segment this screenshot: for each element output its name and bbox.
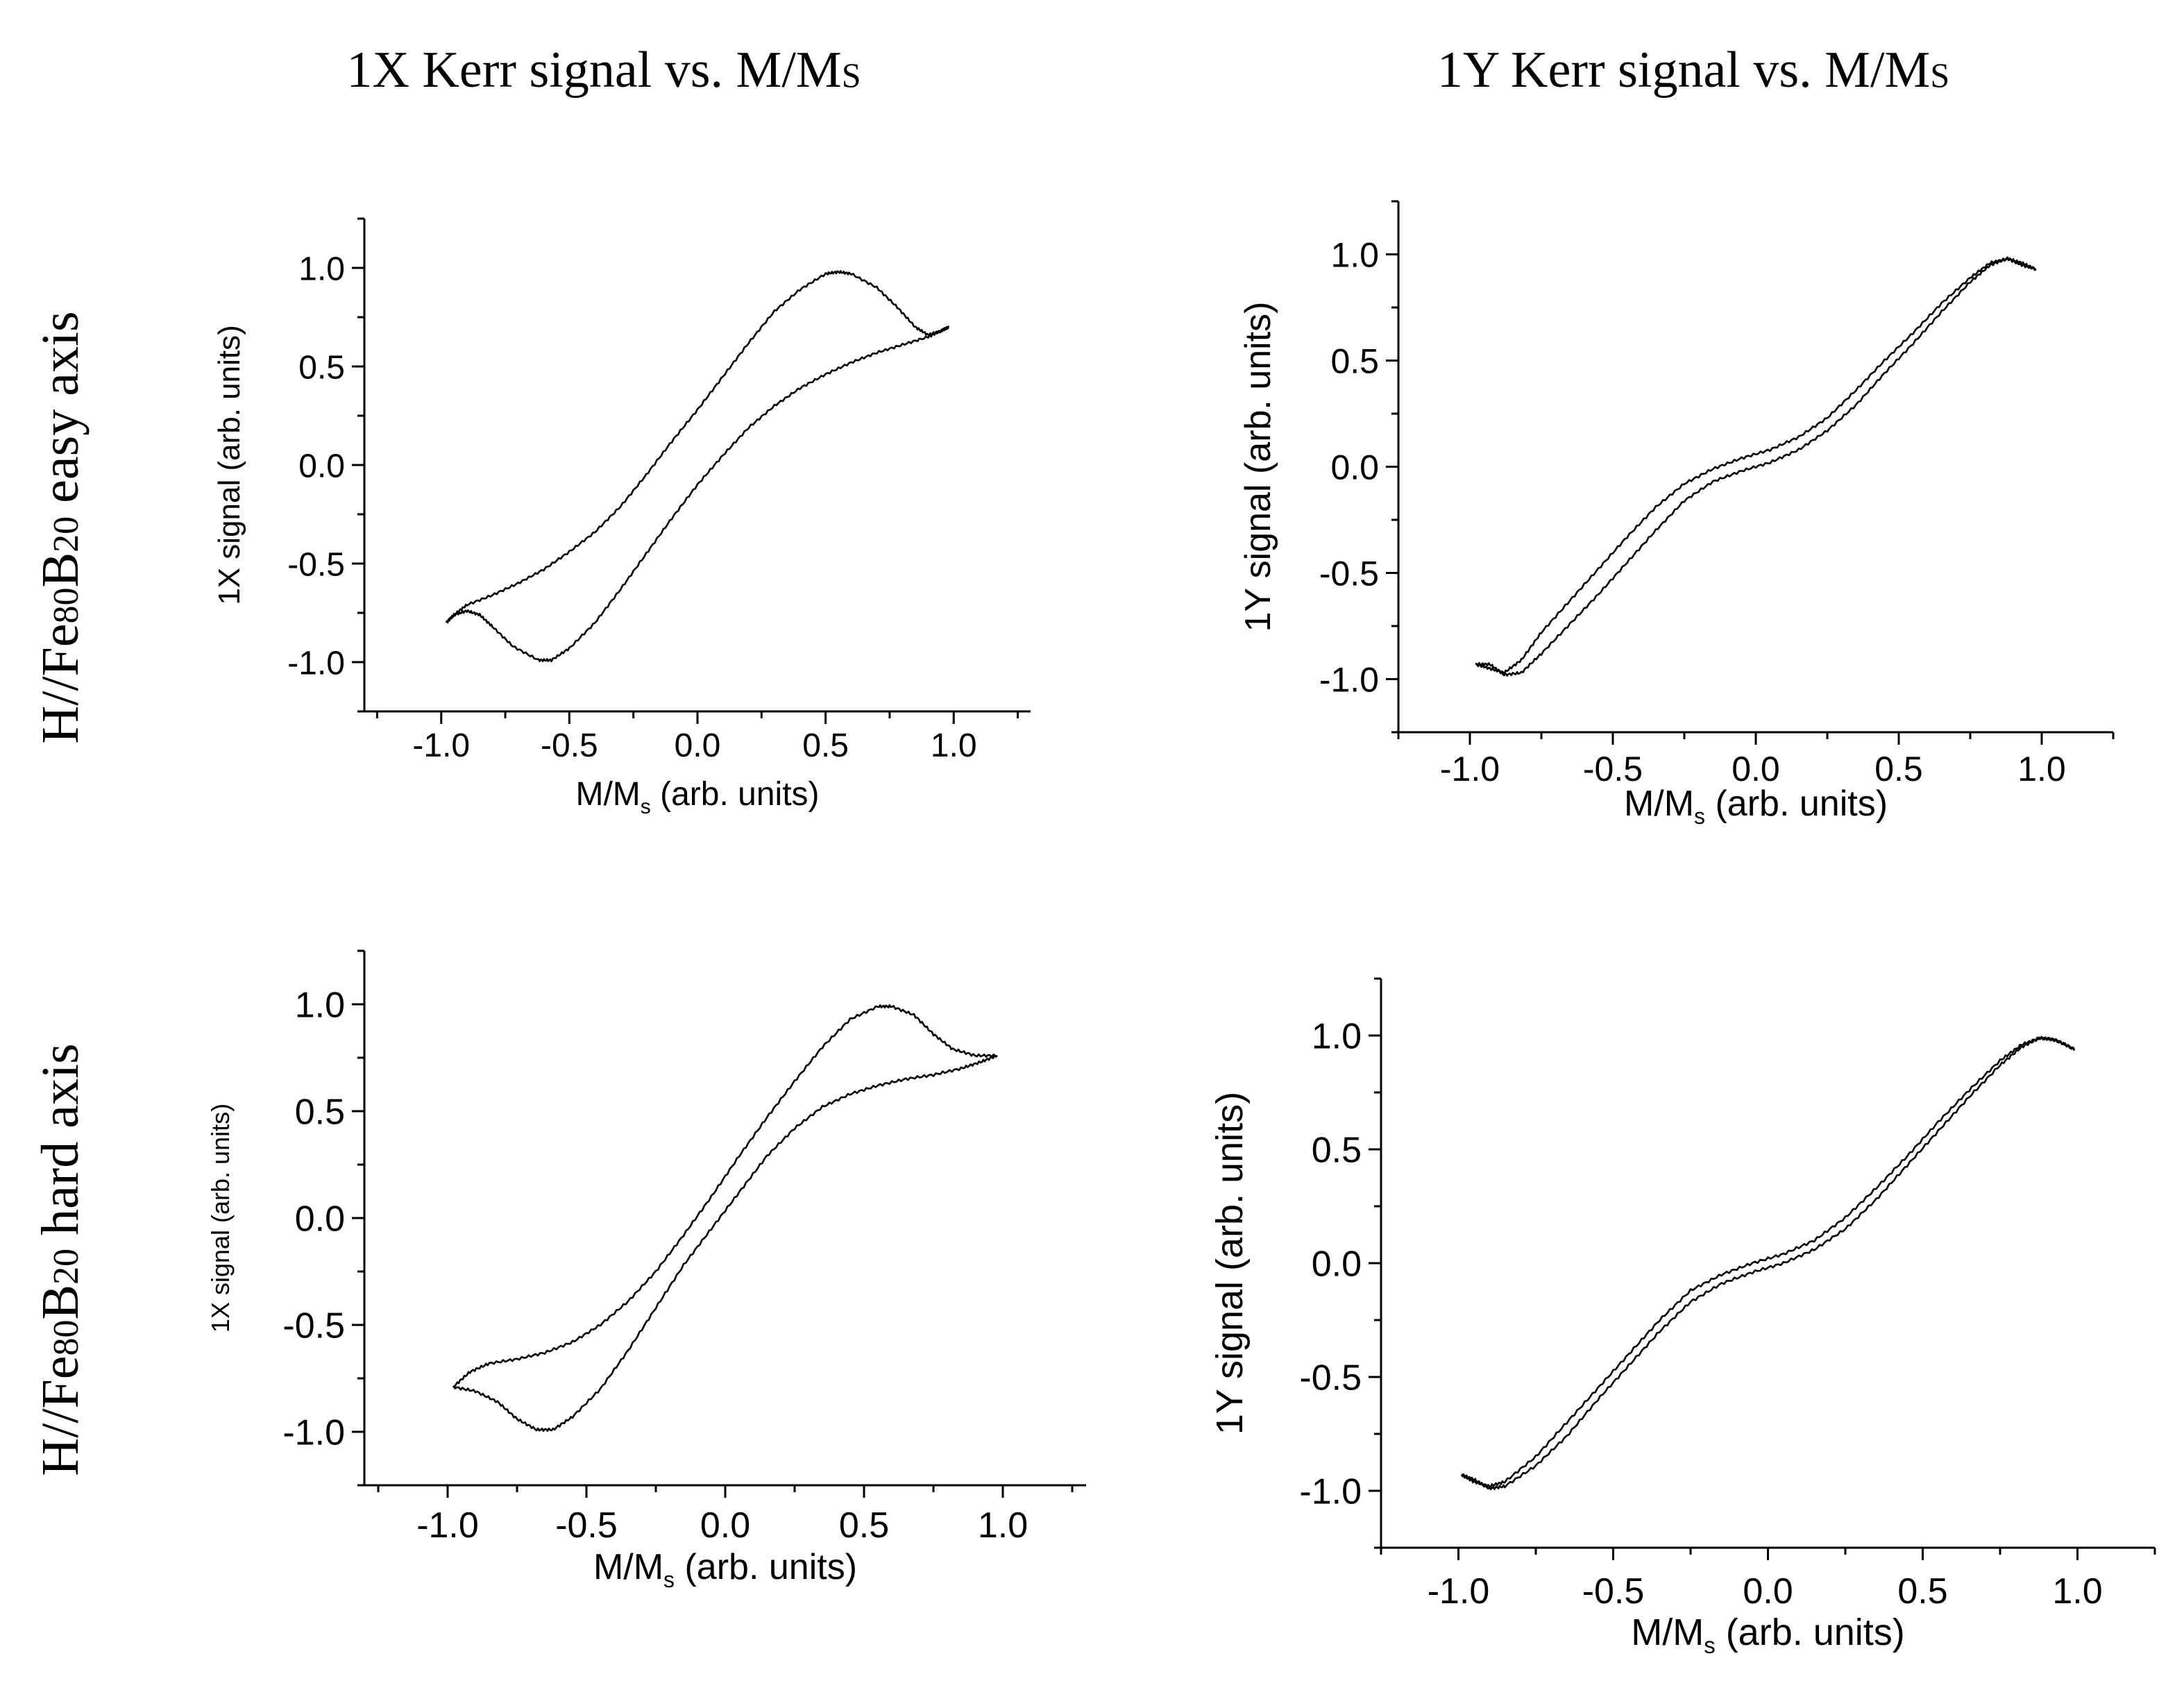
x-tick-label: 0.5 (839, 1505, 889, 1546)
y-tick-label: -0.5 (1319, 555, 1379, 593)
x-tick-label: 0.0 (1732, 750, 1780, 788)
y-axis-label: 1Y signal (arb. units) (1238, 302, 1278, 632)
x-tick-label: 0.0 (1743, 1571, 1793, 1612)
x-tick-label: -1.0 (416, 1505, 479, 1546)
series-line-ascending (1460, 1036, 2076, 1491)
x-tick-label: -0.5 (555, 1505, 618, 1546)
x-tick-label: 0.5 (802, 727, 849, 764)
y-tick-label: -0.5 (1299, 1358, 1362, 1399)
x-tick-label: 1.0 (931, 727, 977, 764)
x-tick-label: -0.5 (1583, 750, 1643, 788)
series-line-descending (1461, 1036, 2076, 1488)
y-tick-label: 0.5 (295, 1092, 345, 1133)
x-tick-label: -1.0 (1440, 750, 1500, 788)
y-tick-label: 0.0 (1330, 448, 1379, 487)
series-line-descending (445, 270, 950, 623)
series-line-descending (452, 1004, 998, 1388)
x-tick-label: 1.0 (2052, 1571, 2102, 1612)
y-tick-label: -0.5 (282, 1306, 345, 1346)
y-tick-label: -0.5 (287, 546, 345, 583)
y-tick-label: 0.5 (1330, 342, 1379, 381)
x-tick-label: 0.0 (675, 727, 721, 764)
y-tick-label: -1.0 (287, 645, 345, 682)
x-tick-label: 1.0 (978, 1505, 1028, 1546)
y-tick-label: 1.0 (295, 986, 345, 1026)
y-axis-label: 1X signal (arb. units) (212, 325, 246, 605)
series-line-ascending (452, 1054, 998, 1432)
x-axis-label: M/Ms (arb. units) (1624, 784, 1888, 829)
y-axis-label: 1Y signal (arb. units) (1209, 1092, 1251, 1435)
x-axis-label: M/Ms (arb. units) (575, 776, 819, 818)
x-axis-label: M/Ms (arb. units) (593, 1547, 857, 1592)
series-line-ascending (445, 326, 949, 663)
series-line-descending (1475, 256, 2037, 675)
chart-panel-hard-1x: -1.0 -0.5 0.0 0.5 1.0 -1.0 -0.5 0.0 0.5 1.0 M/Ms (… (206, 949, 1086, 1592)
chart-panel-easy-1y: -1.0 -0.5 0.0 0.5 1.0 -1.0 -0.5 0.0 0.5 1.0 M/Ms (… (1238, 200, 2115, 829)
y-tick-label: -1.0 (1319, 661, 1379, 700)
series-line-ascending (1475, 257, 2037, 677)
x-tick-label: 0.5 (1874, 750, 1923, 788)
y-tick-label: 0.0 (1312, 1244, 1362, 1285)
x-axis-label: M/Ms (arb. units) (1631, 1612, 1905, 1658)
x-tick-label: 0.5 (1897, 1571, 1947, 1612)
row-label-hard-axis: H//Fe80B20 hard axis (31, 1043, 90, 1476)
x-tick-label: -1.0 (412, 727, 470, 764)
y-tick-label: 0.5 (298, 349, 345, 386)
y-tick-label: 1.0 (1330, 236, 1379, 275)
column-title-1x: 1X Kerr signal vs. M/MS (346, 42, 861, 99)
x-tick-label: -0.5 (1582, 1571, 1645, 1612)
x-tick-label: -1.0 (1428, 1571, 1490, 1612)
y-tick-label: 1.0 (298, 251, 345, 287)
chart-panel-hard-1y: -1.0 -0.5 0.0 0.5 1.0 -1.0 -0.5 0.0 0.5 1.0 M/Ms (… (1209, 977, 2156, 1658)
row-label-easy-axis: H//Fe80B20 easy axis (31, 311, 90, 743)
y-tick-label: 0.5 (1312, 1131, 1362, 1171)
y-tick-label: -1.0 (1299, 1472, 1362, 1512)
x-tick-label: 0.0 (700, 1505, 750, 1546)
y-tick-label: 1.0 (1312, 1017, 1362, 1057)
y-tick-label: 0.0 (295, 1199, 345, 1240)
chart-panel-easy-1x: -1.0 -0.5 0.0 0.5 1.0 -1.0 -0.5 0.0 0.5 1.0 M/Ms (… (212, 217, 1031, 818)
y-axis-label: 1X signal (arb. units) (206, 1104, 235, 1333)
x-tick-label: -0.5 (541, 727, 598, 764)
y-tick-label: 0.0 (298, 448, 345, 484)
y-tick-label: -1.0 (282, 1413, 345, 1453)
x-tick-label: 1.0 (2017, 750, 2066, 788)
column-title-1y: 1Y Kerr signal vs. M/MS (1437, 42, 1949, 99)
